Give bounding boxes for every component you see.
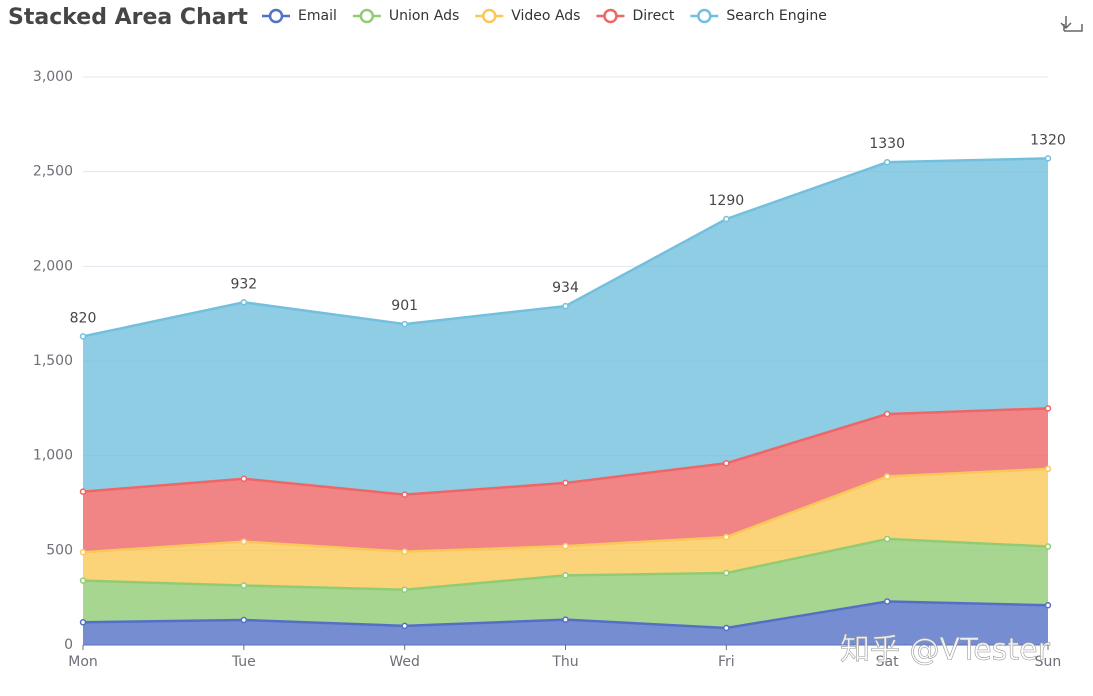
data-point [723, 459, 730, 467]
x-tick-label: Fri [718, 654, 735, 670]
data-label: 932 [230, 276, 257, 292]
x-tick-label: Sat [876, 654, 899, 670]
data-point [562, 479, 569, 487]
data-point [723, 569, 730, 577]
data-point [240, 582, 248, 589]
data-point [562, 542, 569, 550]
area-fill [83, 158, 1048, 495]
data-point [562, 572, 569, 579]
data-label: 1320 [1030, 132, 1066, 148]
data-point [883, 598, 891, 605]
data-point [883, 473, 891, 480]
chart-title: Stacked Area Chart [8, 5, 248, 30]
y-tick-label: 0 [64, 637, 73, 653]
data-point [79, 577, 87, 584]
data-point [240, 299, 248, 306]
legend-marker [603, 8, 618, 24]
data-point [401, 622, 408, 630]
y-tick-label: 3,000 [33, 69, 73, 85]
legend-marker [359, 8, 375, 24]
area-fill [83, 538, 1048, 628]
data-point [1044, 465, 1052, 473]
data-point [562, 302, 569, 310]
y-tick-label: 1,500 [33, 353, 73, 369]
data-label: 1290 [709, 193, 745, 209]
areas [83, 158, 1048, 645]
data-label: 820 [70, 310, 97, 326]
y-tick-label: 2,500 [33, 164, 73, 180]
area-fill [83, 601, 1048, 645]
data-point [1044, 405, 1052, 412]
data-point [79, 619, 87, 626]
y-tick-label: 2,000 [33, 258, 73, 274]
x-tick-label: Tue [231, 654, 256, 670]
data-point [883, 410, 891, 418]
x-tick-label: Thu [551, 654, 578, 670]
watermark: 知乎 @VTester [840, 633, 1051, 668]
data-point [79, 548, 87, 556]
data-label: 934 [552, 280, 579, 296]
y-tick-label: 1,000 [33, 448, 73, 464]
data-point [723, 624, 730, 632]
data-label: 1330 [869, 136, 905, 152]
legend-label: Direct [632, 8, 674, 24]
data-point [723, 215, 730, 223]
data-point [1044, 543, 1052, 550]
data-point [562, 616, 569, 623]
data-point [240, 475, 248, 483]
data-point [401, 586, 408, 593]
legend-label: Search Engine [726, 8, 827, 24]
data-point [1044, 601, 1052, 609]
data-point [401, 320, 408, 328]
legend-label: Video Ads [511, 8, 580, 24]
legend-marker [697, 8, 712, 24]
legend-label: Email [298, 8, 337, 24]
legend-marker [268, 8, 284, 24]
legend-marker [482, 8, 497, 24]
data-point [240, 538, 248, 545]
legend-label: Union Ads [389, 8, 459, 24]
data-point [240, 616, 248, 624]
lines [79, 155, 1052, 632]
download-icon[interactable] [1060, 16, 1083, 32]
area-fill [83, 408, 1048, 553]
area-fill [83, 468, 1048, 590]
data-point [883, 158, 891, 166]
x-tick-label: Sun [1035, 654, 1062, 670]
y-tick-label: 500 [46, 542, 73, 558]
x-tick-label: Mon [68, 654, 98, 670]
data-point [79, 333, 87, 340]
data-point [723, 533, 730, 541]
data-point [1044, 155, 1052, 162]
download-glyph[interactable] [1060, 16, 1083, 32]
data-point [401, 548, 408, 555]
data-point [79, 488, 87, 495]
data-point [401, 491, 408, 498]
data-label: 901 [391, 298, 418, 314]
data-point [883, 535, 891, 543]
x-tick-label: Wed [389, 654, 420, 670]
